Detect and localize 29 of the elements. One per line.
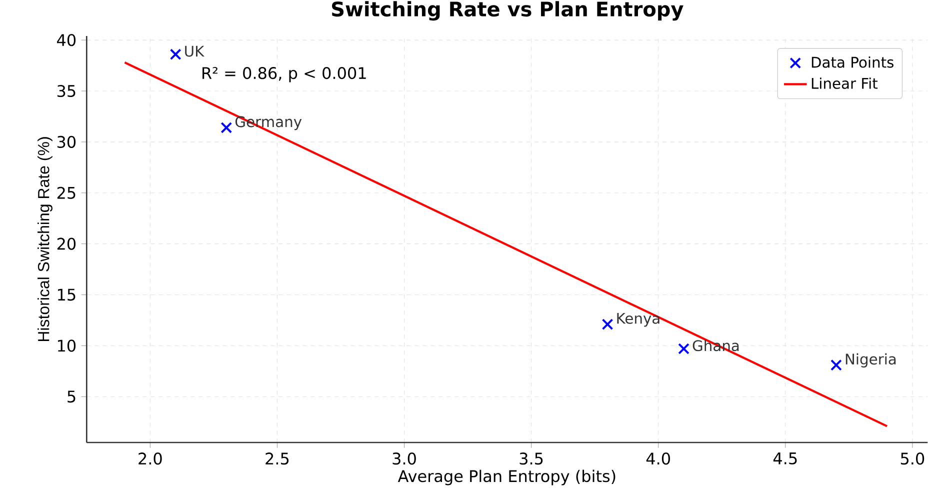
y-tick-label: 5 <box>68 390 76 403</box>
y-tick-label: 25 <box>57 186 76 200</box>
y-axis-title: Historical Switching Rate (%) <box>38 137 52 342</box>
annotation: UK <box>185 46 204 57</box>
point <box>678 343 690 355</box>
x-tick-label: 3.0 <box>392 452 416 465</box>
x-tick-label: 4.0 <box>646 452 670 465</box>
y-tick-label: 10 <box>58 340 76 352</box>
annotation: Nigeria <box>846 353 896 368</box>
point <box>220 122 232 134</box>
point <box>602 318 614 330</box>
x-tick-label: 2.5 <box>266 452 289 465</box>
y-tick-label: 35 <box>57 85 76 98</box>
chart-title: Switching Rate vs Plan Entropy <box>332 1 684 21</box>
point <box>170 48 182 60</box>
x-tick-label: 5.0 <box>900 452 924 465</box>
point <box>830 359 842 371</box>
x-tick-label: 4.5 <box>773 452 797 465</box>
legend-label: Linear Fit <box>812 78 878 90</box>
legend-label: Data Points <box>812 56 894 68</box>
x-tick-label: 3.5 <box>520 452 543 465</box>
y-tick-label: 30 <box>57 136 76 148</box>
annotation: R² = 0.86, p < 0.001 <box>202 67 366 82</box>
y-tick-label: 40 <box>57 34 76 46</box>
y-tick-label: 15 <box>58 288 76 301</box>
x-tick-label: 2.0 <box>138 452 162 465</box>
annotation: Kenya <box>617 313 660 327</box>
y-tick-label: 20 <box>57 238 76 250</box>
x-axis-title: Average Plan Entropy (bits) <box>398 470 616 486</box>
